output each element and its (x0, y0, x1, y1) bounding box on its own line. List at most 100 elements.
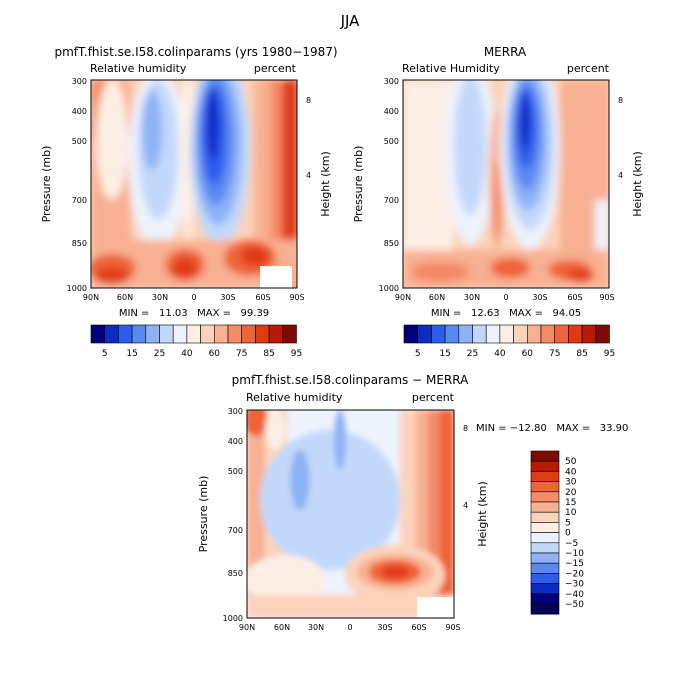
panel-merra-yticks: 300 400 500 700 850 1000 (379, 77, 399, 293)
ytick-1000: 1000 (223, 614, 243, 623)
colorbar-swatch (118, 324, 133, 344)
panel-merra-ylabel-right: Height (km) (631, 151, 644, 217)
colorbar-label: 25 (467, 349, 478, 359)
xtick-30s: 30S (532, 293, 547, 302)
colorbar-swatch (255, 324, 270, 344)
ytick-500: 500 (384, 137, 399, 146)
colorbar-swatch (90, 324, 105, 344)
ytick-700: 700 (384, 196, 399, 205)
colorbar-label: 75 (236, 349, 247, 359)
colorbar-label: 50 (565, 457, 577, 467)
colorbar-swatch (530, 583, 560, 595)
ytick-300: 300 (72, 77, 87, 86)
ytick-850: 850 (228, 569, 243, 578)
colorbar-label: −20 (565, 569, 584, 579)
colorbar-label: 40 (494, 349, 506, 359)
colorbar-swatch (159, 324, 174, 344)
panel-model-field (91, 80, 297, 288)
rtick-8: 8 (306, 96, 311, 105)
panel-diff-right-ticks: 8 4 (463, 424, 468, 510)
colorbar-swatch (444, 324, 460, 344)
panel-model-yticks: 300 400 500 700 850 1000 (67, 77, 87, 293)
xtick-60n: 60N (117, 293, 133, 302)
colorbar-swatch (485, 324, 501, 344)
xtick-60s: 60S (567, 293, 582, 302)
colorbar-label: 10 (565, 508, 577, 518)
colorbar-swatch (530, 603, 560, 615)
colorbar-swatch (530, 593, 560, 605)
xtick-60s: 60S (255, 293, 270, 302)
panel-model-ylabel-right: Height (km) (319, 151, 332, 217)
colorbar-swatch (540, 324, 555, 344)
rtick-4: 4 (463, 501, 468, 510)
ytick-400: 400 (384, 107, 399, 116)
panel-diff-stats: MIN = −12.80 MAX = 33.90 (476, 423, 628, 434)
colorbar-swatch (268, 324, 284, 344)
xtick-90n: 90N (239, 623, 255, 632)
xtick-30s: 30S (377, 623, 392, 632)
colorbar-swatch (530, 562, 560, 574)
colorbar-swatch (186, 324, 201, 344)
colorbar-swatch (568, 324, 583, 344)
ytick-400: 400 (228, 437, 243, 446)
colorbar-label: 15 (126, 349, 137, 359)
colorbar-swatch (499, 324, 514, 344)
panel-diff-left-label: Relative humidity (246, 391, 343, 404)
colorbar-label: 15 (565, 498, 576, 508)
colorbar-swatch (513, 324, 528, 344)
colorbar-swatch (282, 324, 297, 344)
ytick-400: 400 (72, 107, 87, 116)
panel-diff: pmfT.fhist.se.I58.colinparams − MERRA Re… (197, 373, 628, 632)
colorbar-label: 85 (263, 349, 274, 359)
colorbar-swatch (104, 324, 119, 344)
colorbar-swatch (530, 460, 560, 472)
colorbar-label: 95 (291, 349, 302, 359)
panel-diff-xticks: 90N 60N 30N 0 30S 60S 90S (239, 623, 461, 632)
xtick-0: 0 (503, 293, 508, 302)
panel-merra-frame (402, 79, 610, 289)
panel-model-stats: MIN = 11.03 MAX = 99.39 (119, 308, 269, 319)
ytick-700: 700 (72, 196, 87, 205)
colorbar-swatch (200, 324, 215, 344)
ytick-500: 500 (72, 137, 87, 146)
colorbar-label: −30 (565, 580, 584, 590)
xtick-90n: 90N (83, 293, 99, 302)
panel-merra-right-label: percent (567, 62, 610, 75)
ytick-850: 850 (384, 239, 399, 248)
xtick-60s: 60S (411, 623, 426, 632)
ytick-1000: 1000 (67, 284, 87, 293)
panel-diff-title: pmfT.fhist.se.I58.colinparams − MERRA (232, 373, 469, 387)
panel-model-ylabel: Pressure (mb) (40, 146, 53, 223)
colorbar-swatch (241, 324, 256, 344)
xtick-0: 0 (347, 623, 352, 632)
xtick-0: 0 (191, 293, 196, 302)
panel-diff-right-label: percent (412, 391, 455, 404)
colorbar-label: 30 (565, 478, 577, 488)
colorbar-swatch (530, 522, 560, 533)
colorbar-label: −50 (565, 600, 584, 610)
xtick-90s: 90S (445, 623, 460, 632)
colorbar-swatch (458, 324, 473, 344)
colorbar-swatch (417, 324, 432, 344)
xtick-60n: 60N (429, 293, 445, 302)
colorbar-label: 60 (522, 349, 534, 359)
colorbar-label: 40 (565, 467, 577, 477)
colorbar-swatch (214, 324, 229, 344)
rtick-8: 8 (463, 424, 468, 433)
colorbar-swatch (530, 552, 560, 564)
colorbar-label: 25 (154, 349, 165, 359)
colorbar-swatch (595, 324, 610, 344)
panel-merra-title: MERRA (484, 45, 527, 59)
panel-model-right-ticks: 8 4 (306, 96, 311, 180)
colorbar-swatch (472, 324, 487, 344)
panel-diff-yticks: 300 400 500 700 850 1000 (223, 407, 243, 623)
ytick-1000: 1000 (379, 284, 399, 293)
ytick-500: 500 (228, 467, 243, 476)
colorbar-swatch (581, 324, 597, 344)
panel-model-title: pmfT.fhist.se.I58.colinparams (yrs 1980−… (54, 45, 337, 59)
panel-merra-ylabel: Pressure (mb) (352, 146, 365, 223)
panel-merra-field (403, 80, 609, 288)
colorbar-swatch (530, 573, 560, 584)
colorbar-label: −5 (565, 539, 578, 549)
xtick-30n: 30N (464, 293, 480, 302)
